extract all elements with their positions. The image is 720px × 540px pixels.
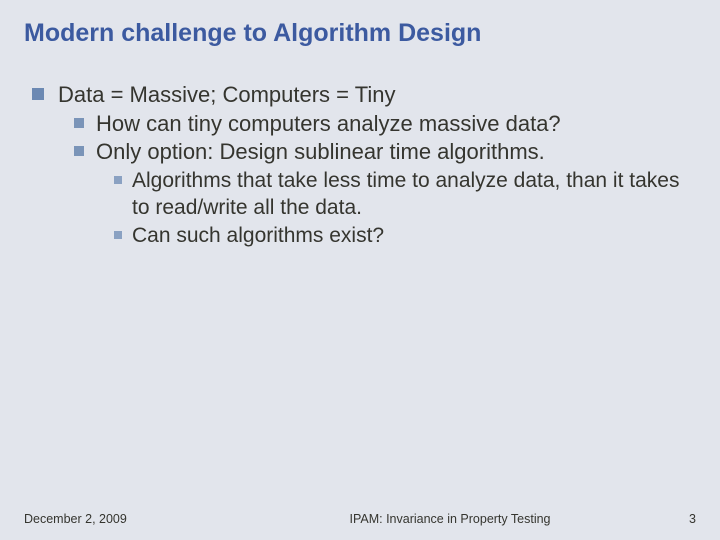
square-bullet-icon (114, 231, 122, 239)
bullet-text: Data = Massive; Computers = Tiny (58, 81, 395, 110)
footer-date: December 2, 2009 (24, 512, 244, 526)
square-bullet-icon (74, 146, 84, 156)
footer-center: IPAM: Invariance in Property Testing (244, 512, 656, 526)
bullet-level2: Only option: Design sublinear time algor… (74, 138, 690, 167)
bullet-text: Algorithms that take less time to analyz… (132, 167, 690, 222)
square-bullet-icon (32, 88, 44, 100)
bullet-level3: Algorithms that take less time to analyz… (114, 167, 690, 222)
square-bullet-icon (74, 118, 84, 128)
bullet-text: Only option: Design sublinear time algor… (96, 138, 545, 167)
bullet-level2: How can tiny computers analyze massive d… (74, 110, 690, 139)
bullet-level1: Data = Massive; Computers = Tiny (32, 81, 690, 110)
slide-title: Modern challenge to Algorithm Design (24, 18, 696, 49)
bullet-text: Can such algorithms exist? (132, 222, 384, 249)
bullet-level3: Can such algorithms exist? (114, 222, 690, 249)
slide: Modern challenge to Algorithm Design Dat… (0, 0, 720, 540)
slide-content: Data = Massive; Computers = Tiny How can… (24, 81, 696, 249)
square-bullet-icon (114, 176, 122, 184)
slide-footer: December 2, 2009 IPAM: Invariance in Pro… (0, 512, 720, 526)
bullet-text: How can tiny computers analyze massive d… (96, 110, 561, 139)
footer-page-number: 3 (656, 512, 696, 526)
